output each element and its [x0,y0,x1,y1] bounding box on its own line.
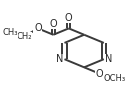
Text: O: O [65,12,73,23]
Text: N: N [105,54,113,64]
Text: O: O [50,19,57,29]
Text: O: O [34,23,42,33]
Text: CH₃: CH₃ [2,28,18,37]
Text: OCH₃: OCH₃ [103,74,125,83]
Text: N: N [56,54,63,64]
Text: O: O [96,69,103,79]
Text: CH₂: CH₂ [17,32,32,41]
